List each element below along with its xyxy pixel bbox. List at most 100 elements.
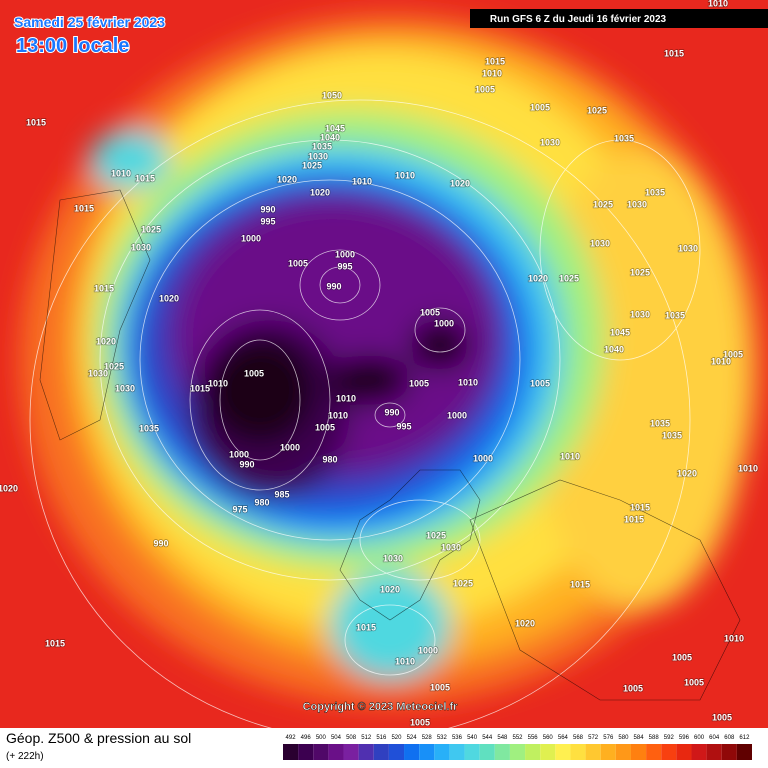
scale-label: 496 bbox=[301, 735, 312, 741]
isobar-label: 1015 bbox=[570, 579, 590, 589]
isobar-label: 1010 bbox=[336, 393, 356, 403]
isobar-label: 1010 bbox=[208, 378, 228, 388]
scale-swatch bbox=[328, 744, 344, 760]
isobar-label: 1005 bbox=[672, 652, 692, 662]
scale-swatch bbox=[419, 744, 435, 760]
scale-swatch bbox=[646, 744, 662, 760]
isobar-label: 1030 bbox=[441, 542, 461, 552]
isobar-label: 1020 bbox=[528, 273, 548, 283]
isobar-label: 1015 bbox=[26, 117, 46, 127]
isobar-label: 975 bbox=[232, 504, 247, 514]
scale-label: 600 bbox=[694, 735, 705, 741]
scale-label: 568 bbox=[573, 735, 584, 741]
isobar-label: 1015 bbox=[135, 173, 155, 183]
scale-label: 596 bbox=[679, 735, 690, 741]
isobar-label: 1005 bbox=[410, 717, 430, 727]
isobar-label: 1000 bbox=[418, 645, 438, 655]
isobar-label: 1015 bbox=[45, 638, 65, 648]
isobar-label: 1015 bbox=[485, 56, 505, 66]
isobar-label: 1020 bbox=[515, 618, 535, 628]
isobar-label: 1045 bbox=[610, 327, 630, 337]
isobar-label: 1035 bbox=[139, 423, 159, 433]
isobar-label: 990 bbox=[239, 459, 254, 469]
scale-label: 504 bbox=[331, 735, 342, 741]
scale-label: 544 bbox=[482, 735, 493, 741]
isobar-label: 1000 bbox=[473, 453, 493, 463]
isobar-label: 1005 bbox=[530, 378, 550, 388]
isobar-label: 995 bbox=[260, 216, 275, 226]
scale-label: 560 bbox=[543, 735, 554, 741]
map: 1010101510151010100510501015104510401035… bbox=[0, 0, 768, 728]
scale-swatch bbox=[373, 744, 389, 760]
scale-label: 556 bbox=[528, 735, 539, 741]
run-info: Run GFS 6 Z du Jeudi 16 février 2023 bbox=[490, 14, 667, 25]
scale-label: 572 bbox=[588, 735, 599, 741]
isobar-label: 1035 bbox=[665, 310, 685, 320]
isobar-label: 1035 bbox=[614, 133, 634, 143]
isobar-label: 1010 bbox=[711, 356, 731, 366]
isobar-label: 1010 bbox=[560, 451, 580, 461]
isobar-label: 1020 bbox=[380, 584, 400, 594]
isobar-label: 1005 bbox=[409, 378, 429, 388]
scale-label: 548 bbox=[497, 735, 508, 741]
scale-swatch bbox=[585, 744, 601, 760]
isobar-label: 1025 bbox=[426, 530, 446, 540]
isobar-label: 1035 bbox=[645, 187, 665, 197]
isobar-label: 1035 bbox=[662, 430, 682, 440]
isobar-label: 1030 bbox=[678, 243, 698, 253]
scale-label: 588 bbox=[649, 735, 660, 741]
isobar-label: 1000 bbox=[335, 249, 355, 259]
isobar-label: 1005 bbox=[712, 712, 732, 722]
isobar-label: 990 bbox=[260, 204, 275, 214]
scale-label: 536 bbox=[452, 735, 463, 741]
isobar-label: 1010 bbox=[328, 410, 348, 420]
scale-label: 604 bbox=[709, 735, 720, 741]
scale-swatch bbox=[570, 744, 586, 760]
scale-swatch bbox=[630, 744, 647, 760]
copyright: Copyright © 2023 Meteociel.fr bbox=[303, 701, 459, 713]
isobar-label: 980 bbox=[254, 497, 269, 507]
scale-swatch bbox=[494, 744, 510, 760]
isobar-label: 1050 bbox=[322, 90, 342, 100]
scale-swatch bbox=[404, 744, 420, 760]
isobar-label: 1045 bbox=[325, 123, 345, 133]
isobar-label: 1025 bbox=[593, 199, 613, 209]
scale-label: 612 bbox=[739, 735, 750, 741]
scale-swatch bbox=[298, 744, 314, 760]
scale-swatch bbox=[388, 744, 405, 760]
run-box bbox=[470, 9, 768, 28]
isobar-label: 1015 bbox=[664, 48, 684, 58]
scale-swatch bbox=[555, 744, 571, 760]
isobar-label: 1025 bbox=[630, 267, 650, 277]
isobar-label: 1000 bbox=[241, 233, 261, 243]
scale-swatch bbox=[434, 744, 450, 760]
scale-swatch bbox=[661, 744, 677, 760]
isobar-label: 1015 bbox=[356, 622, 376, 632]
scale-label: 608 bbox=[724, 735, 735, 741]
scale-swatch bbox=[343, 744, 359, 760]
local-time: 13:00 locale bbox=[16, 35, 129, 57]
isobar-label: 1020 bbox=[96, 336, 116, 346]
scale-label: 584 bbox=[634, 735, 645, 741]
isobar-label: 1035 bbox=[312, 141, 332, 151]
isobar-label: 1005 bbox=[530, 102, 550, 112]
isobar-label: 1025 bbox=[453, 578, 473, 588]
isobar-label: 1005 bbox=[315, 422, 335, 432]
date: Samedi 25 février 2023 bbox=[14, 14, 165, 30]
scale-swatch bbox=[691, 744, 707, 760]
scale-swatch bbox=[449, 744, 465, 760]
scale-label: 512 bbox=[361, 735, 372, 741]
isobar-label: 1010 bbox=[352, 176, 372, 186]
isobar-label: 1030 bbox=[590, 238, 610, 248]
isobar-label: 1030 bbox=[131, 242, 151, 252]
isobar-label: 1030 bbox=[88, 368, 108, 378]
scale-swatch bbox=[615, 744, 631, 760]
isobar-label: 995 bbox=[337, 261, 352, 271]
isobar-label: 1010 bbox=[458, 377, 478, 387]
scale-swatch bbox=[313, 744, 329, 760]
isobar-label: 1020 bbox=[159, 293, 179, 303]
footer-title: Géop. Z500 & pression au sol bbox=[6, 730, 191, 746]
isobar-labels: 1010101510151010100510501015104510401035… bbox=[0, 0, 759, 728]
geopotential-field bbox=[20, 15, 760, 705]
lead-time: (+ 222h) bbox=[6, 751, 44, 762]
